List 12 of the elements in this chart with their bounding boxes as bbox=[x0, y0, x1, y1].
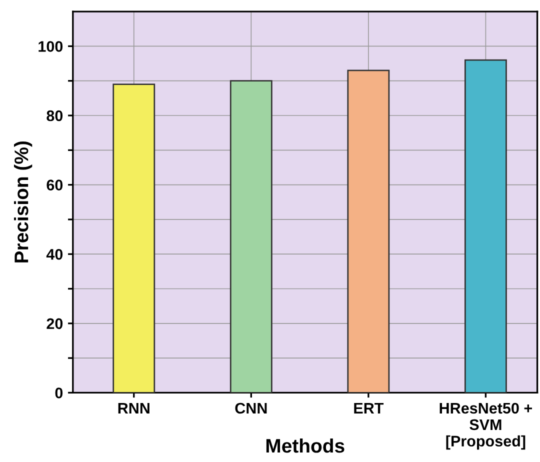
x-tick-label: RNN bbox=[118, 402, 150, 414]
x-axis-title: Methods bbox=[266, 438, 344, 453]
x-tick-label: CNN bbox=[235, 402, 267, 414]
y-tick-label: 100 bbox=[38, 41, 63, 52]
y-tick-label: 0 bbox=[55, 388, 63, 398]
y-tick-label: 60 bbox=[46, 180, 63, 190]
y-tick-label: 20 bbox=[46, 318, 63, 330]
y-tick-label: 80 bbox=[46, 110, 63, 122]
x-tick-label: HResNet50 + SVM [Proposed] bbox=[440, 402, 532, 450]
y-tick-label: 40 bbox=[46, 248, 63, 260]
y-axis-title: Precision (%) bbox=[14, 142, 32, 262]
x-tick-label: ERT bbox=[354, 402, 384, 414]
